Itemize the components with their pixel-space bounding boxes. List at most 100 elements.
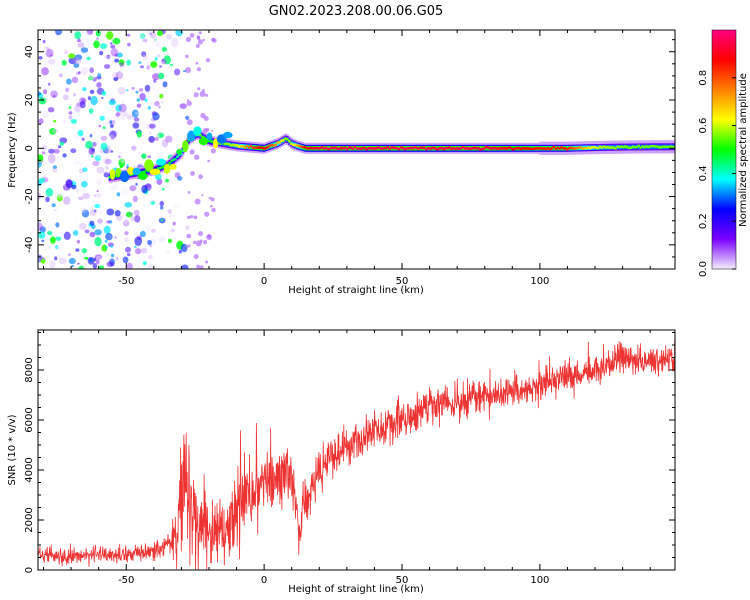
signal-mark (525, 147, 528, 150)
x-tick-label: 0 (261, 276, 267, 287)
noise-mark (57, 193, 64, 198)
noise-mark (196, 67, 201, 72)
noise-mark (144, 98, 148, 102)
noise-mark (86, 32, 90, 36)
signal-mark (255, 146, 258, 149)
signal-mark (340, 146, 343, 150)
noise-mark (85, 140, 94, 149)
signal-mark (560, 146, 563, 149)
noise-mark (58, 73, 63, 78)
noise-mark (133, 117, 140, 122)
noise-mark (142, 38, 148, 43)
noise-mark (89, 66, 94, 73)
noise-mark (155, 134, 161, 138)
noise-mark (123, 219, 130, 227)
colorbar-label: Normalized spectral amplitude (738, 73, 749, 227)
signal-mark (548, 147, 552, 151)
noise-mark (56, 157, 61, 161)
noise-mark (68, 57, 77, 65)
noise-mark (87, 96, 91, 101)
noise-mark (100, 142, 108, 151)
noise-mark (150, 201, 156, 205)
noise-mark (134, 215, 141, 223)
noise-mark (81, 209, 90, 218)
signal-mark (282, 139, 285, 142)
signal-mark (550, 147, 553, 150)
signal-mark (280, 139, 283, 142)
noise-mark (122, 256, 129, 264)
signal-mark (515, 146, 519, 150)
signal-mark (144, 159, 154, 171)
signal-mark (365, 148, 368, 151)
noise-mark (95, 259, 100, 265)
noise-mark (68, 115, 73, 120)
noise-mark (168, 214, 172, 218)
noise-mark (160, 219, 164, 222)
noise-mark (118, 59, 125, 66)
noise-mark (185, 36, 191, 43)
signal-mark (432, 146, 436, 150)
noise-mark (91, 140, 99, 148)
noise-mark (50, 236, 56, 244)
signal-mark (290, 142, 293, 145)
noise-mark (99, 149, 104, 154)
noise-mark (197, 87, 201, 91)
signal-mark (292, 143, 295, 147)
signal-mark (444, 146, 447, 150)
noise-mark (167, 209, 172, 214)
noise-mark (119, 158, 124, 163)
noise-mark (81, 137, 85, 141)
noise-mark (154, 39, 157, 41)
noise-mark (113, 115, 119, 121)
signal-mark (554, 147, 557, 150)
x-tick-label: -50 (118, 276, 134, 287)
noise-mark (77, 39, 81, 43)
noise-mark (147, 155, 152, 159)
signal-mark (521, 147, 525, 150)
noise-mark (166, 33, 172, 40)
noise-mark (157, 65, 160, 68)
noise-mark (167, 66, 173, 73)
noise-mark (87, 256, 95, 265)
noise-mark (153, 38, 162, 45)
noise-mark (78, 265, 85, 269)
signal-mark (504, 147, 507, 150)
signal-mark (614, 147, 617, 150)
signal-mark (618, 145, 621, 149)
noise-mark (42, 110, 49, 118)
signal-mark (542, 147, 546, 150)
noise-mark (185, 225, 190, 230)
signal-mark (268, 144, 272, 147)
noise-mark (123, 218, 129, 225)
noise-mark (97, 73, 101, 77)
signal-mark (270, 144, 274, 147)
signal-mark (562, 147, 565, 150)
signal-mark (641, 145, 644, 148)
signal-mark (527, 147, 530, 150)
noise-mark (135, 90, 139, 94)
signal-mark (651, 144, 654, 148)
colorbar-tick-label: 0.2 (698, 213, 709, 229)
noise-mark (86, 56, 91, 61)
signal-mark (206, 132, 213, 141)
noise-mark (158, 236, 166, 243)
signal-mark (376, 146, 380, 149)
noise-mark (189, 149, 195, 155)
noise-mark (73, 133, 80, 140)
noise-mark (132, 195, 138, 203)
noise-mark (93, 40, 100, 49)
signal-mark (390, 146, 393, 149)
noise-mark (93, 209, 97, 213)
noise-mark (95, 154, 102, 162)
noise-mark (121, 99, 125, 103)
signal-mark (311, 147, 314, 150)
noise-mark (149, 32, 153, 35)
signal-mark (510, 147, 513, 150)
noise-mark (45, 187, 54, 197)
signal-mark (600, 146, 604, 149)
noise-mark (156, 54, 161, 58)
signal-mark (635, 145, 638, 149)
signal-mark (293, 143, 297, 147)
noise-mark (134, 236, 142, 246)
signal-mark (419, 146, 422, 149)
